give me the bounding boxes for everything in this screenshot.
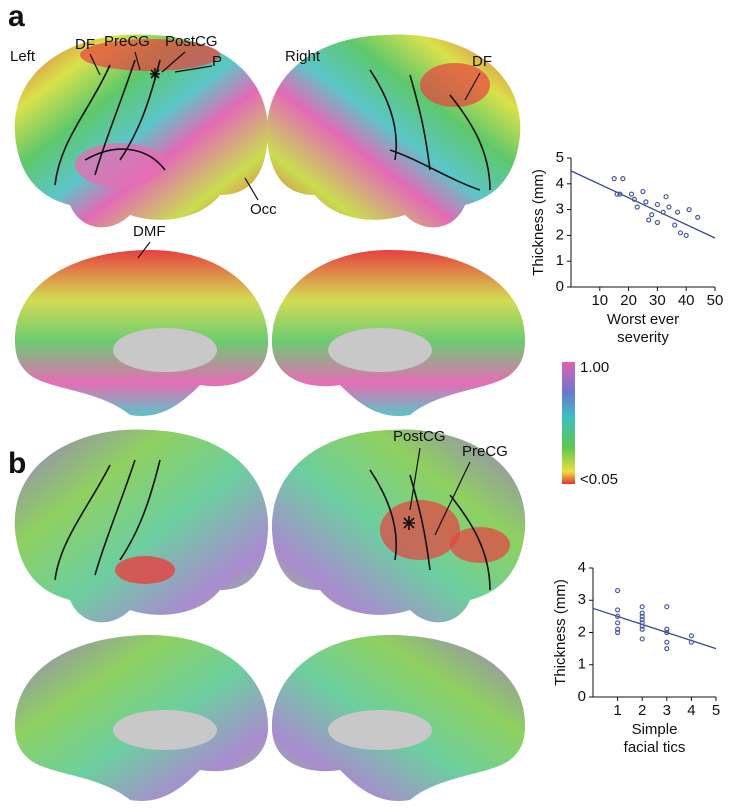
annotation: PreCG [104, 33, 150, 50]
y-tick-label: 4 [578, 559, 586, 576]
point [688, 639, 695, 645]
point [639, 623, 645, 629]
x-tick-label: 5 [712, 702, 720, 719]
point [664, 629, 670, 636]
annotation: Occ [250, 201, 277, 218]
y-tick-label: 3 [578, 591, 586, 608]
point [674, 209, 681, 215]
point [666, 204, 672, 210]
hemisphere-label: Right [285, 48, 321, 65]
point [677, 230, 684, 236]
brain-lateral [14, 429, 269, 623]
point [639, 604, 645, 610]
colorbar [562, 362, 575, 484]
y-tick-label: 4 [556, 175, 564, 192]
y-axis-label: Thickness (mm) [530, 169, 547, 276]
point [654, 201, 661, 208]
point [654, 219, 661, 226]
fit-line [592, 607, 717, 650]
point [663, 194, 669, 200]
point [686, 207, 692, 213]
x-tick-label: 30 [649, 292, 666, 309]
point [634, 204, 640, 210]
x-tick-label: 20 [620, 292, 637, 309]
point [683, 232, 689, 238]
point [664, 646, 670, 652]
brains [14, 34, 575, 801]
annotation: PostCG [165, 33, 218, 50]
colorbar-label: 1.00 [580, 359, 609, 376]
y-axis-label: Thickness (mm) [552, 579, 569, 686]
point [611, 176, 617, 182]
point [649, 212, 655, 218]
fit-line [570, 170, 716, 239]
annotation: PreCG [462, 443, 508, 460]
point [614, 607, 621, 613]
y-tick-label: 5 [556, 149, 564, 166]
point [614, 620, 621, 626]
point [695, 214, 701, 220]
point [646, 217, 652, 223]
annotation: PostCG [393, 428, 446, 445]
x-tick-label: 40 [678, 292, 695, 309]
x-tick-label: 4 [687, 702, 695, 719]
panel-label: a [8, 0, 25, 33]
point [639, 616, 645, 623]
point [672, 222, 678, 228]
y-tick-label: 0 [556, 278, 564, 295]
annotation: DF [75, 36, 95, 53]
point [639, 620, 645, 626]
point [664, 626, 670, 632]
y-tick-label: 2 [556, 226, 564, 243]
x-tick-label: 1 [613, 702, 621, 719]
point [688, 633, 695, 639]
point [614, 629, 621, 636]
annotation: P [212, 53, 222, 70]
y-tick-label: 3 [556, 201, 564, 218]
point [664, 639, 670, 645]
point [617, 191, 623, 197]
point [614, 191, 620, 197]
point [643, 199, 649, 205]
x-axis-label: severity [617, 329, 669, 346]
x-axis-label: Worst ever [607, 311, 679, 328]
colorbar-label: <0.05 [580, 471, 618, 488]
point [614, 587, 621, 594]
point [631, 196, 637, 202]
y-tick-label: 0 [578, 688, 586, 705]
point [639, 610, 645, 616]
hemisphere-label: Left [10, 48, 36, 65]
x-tick-label: 3 [663, 702, 671, 719]
point [628, 191, 635, 197]
point [614, 626, 621, 632]
y-tick-label: 1 [578, 656, 586, 673]
point [620, 176, 626, 182]
x-axis-label: facial tics [624, 739, 686, 756]
panel-label: b [8, 447, 26, 480]
point [660, 209, 666, 215]
point [614, 613, 621, 619]
point [639, 626, 645, 632]
point [639, 613, 645, 619]
annotation: DMF [133, 223, 166, 240]
x-axis-label: Simple [632, 721, 678, 738]
x-tick-label: 2 [638, 702, 646, 719]
point [664, 604, 670, 610]
point [639, 636, 645, 642]
x-tick-label: 10 [591, 292, 608, 309]
point [640, 188, 646, 195]
y-tick-label: 1 [556, 252, 564, 269]
y-tick-label: 2 [578, 623, 586, 640]
annotation: DF [472, 53, 492, 70]
x-tick-label: 50 [707, 292, 724, 309]
